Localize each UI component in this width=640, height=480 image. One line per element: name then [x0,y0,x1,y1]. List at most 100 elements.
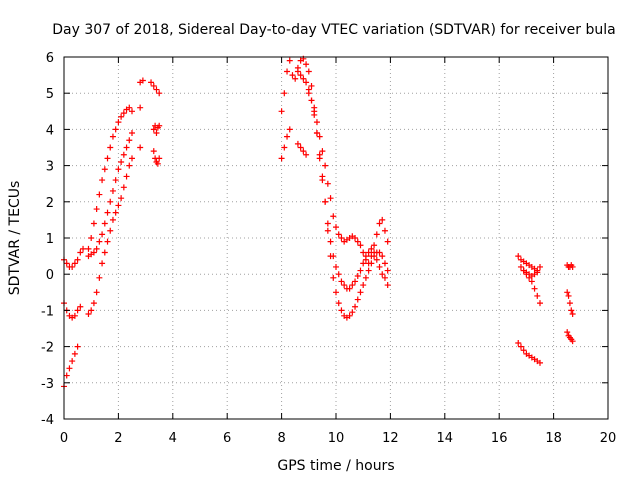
data-point [338,235,345,241]
data-point [118,113,125,120]
data-point [137,144,144,151]
data-point [537,263,543,270]
data-point [376,263,383,270]
data-point [354,238,361,245]
data-point [104,238,111,245]
data-point [335,231,342,238]
data-point [286,57,293,64]
data-point [69,263,76,270]
data-point [305,68,312,75]
data-point [281,90,288,97]
data-point [338,307,345,314]
data-point [303,151,310,158]
data-point [115,166,122,173]
data-point [384,267,391,274]
data-point [319,173,326,180]
data-point [327,253,334,260]
data-point [115,119,122,126]
data-point [85,245,92,252]
series-arc-k [294,68,391,321]
data-point [112,209,119,216]
data-point [101,166,108,173]
data-point [294,68,301,75]
series-arc-f [85,130,135,260]
series-arc-i [137,144,163,167]
data-point [319,148,326,155]
data-point [327,195,334,202]
data-point [71,260,78,267]
y-tick-label: 3 [46,160,54,175]
data-point [569,263,576,270]
data-point [322,162,329,169]
data-point [74,256,81,263]
data-point [357,242,364,249]
data-point [96,274,103,281]
data-point [126,104,133,111]
data-point [154,160,161,167]
grid-layer [64,57,608,419]
data-point [515,339,522,346]
y-tick-label: -1 [41,304,54,319]
data-point [365,249,372,256]
series-arc-q [515,339,543,366]
data-point [352,278,359,285]
data-point [379,253,386,260]
series-arc-h [137,104,163,137]
data-point [537,359,543,366]
data-point [156,155,163,162]
data-point [71,350,78,357]
data-point [139,77,146,84]
data-point [365,260,372,267]
data-point [126,137,133,144]
data-point [335,271,342,278]
data-point [129,130,135,137]
data-point [564,289,571,296]
data-point [368,253,375,260]
data-point [362,274,369,281]
data-point [109,187,116,194]
data-point [381,260,388,267]
data-point [90,300,97,307]
data-point [534,292,541,299]
data-point [88,235,95,241]
y-tick-label: -4 [41,413,54,428]
data-point [112,177,119,184]
data-point [330,274,337,281]
chart-title: Day 307 of 2018, Sidereal Day-to-day VTE… [52,22,615,38]
data-point [324,227,331,234]
data-point [120,110,127,117]
data-point [373,256,380,263]
data-point [373,231,380,238]
data-point [153,86,160,93]
data-point [379,216,386,223]
data-point [360,260,367,267]
data-point [109,133,116,140]
data-point [517,263,524,270]
data-point [90,220,97,227]
series-arc-g [137,77,163,97]
data-point [384,238,391,245]
data-point [107,144,114,151]
data-point [569,311,576,318]
series-arc-l [305,90,391,267]
data-point [313,119,320,126]
data-point [384,282,391,289]
data-point [85,311,92,318]
data-point [327,238,334,245]
data-point [531,285,538,292]
x-axis-label: GPS time / hours [277,458,394,474]
x-tick-label: 10 [328,431,345,446]
data-point [297,72,304,79]
data-point [284,68,291,75]
data-point [300,75,307,82]
data-point [313,130,320,137]
y-tick-label: 6 [46,51,54,66]
data-point [88,307,95,314]
data-point [371,242,378,249]
series-arc-j [278,55,391,292]
data-point [357,289,364,296]
data-point [115,202,122,209]
x-tick-label: 8 [277,431,285,446]
data-point [376,220,383,227]
